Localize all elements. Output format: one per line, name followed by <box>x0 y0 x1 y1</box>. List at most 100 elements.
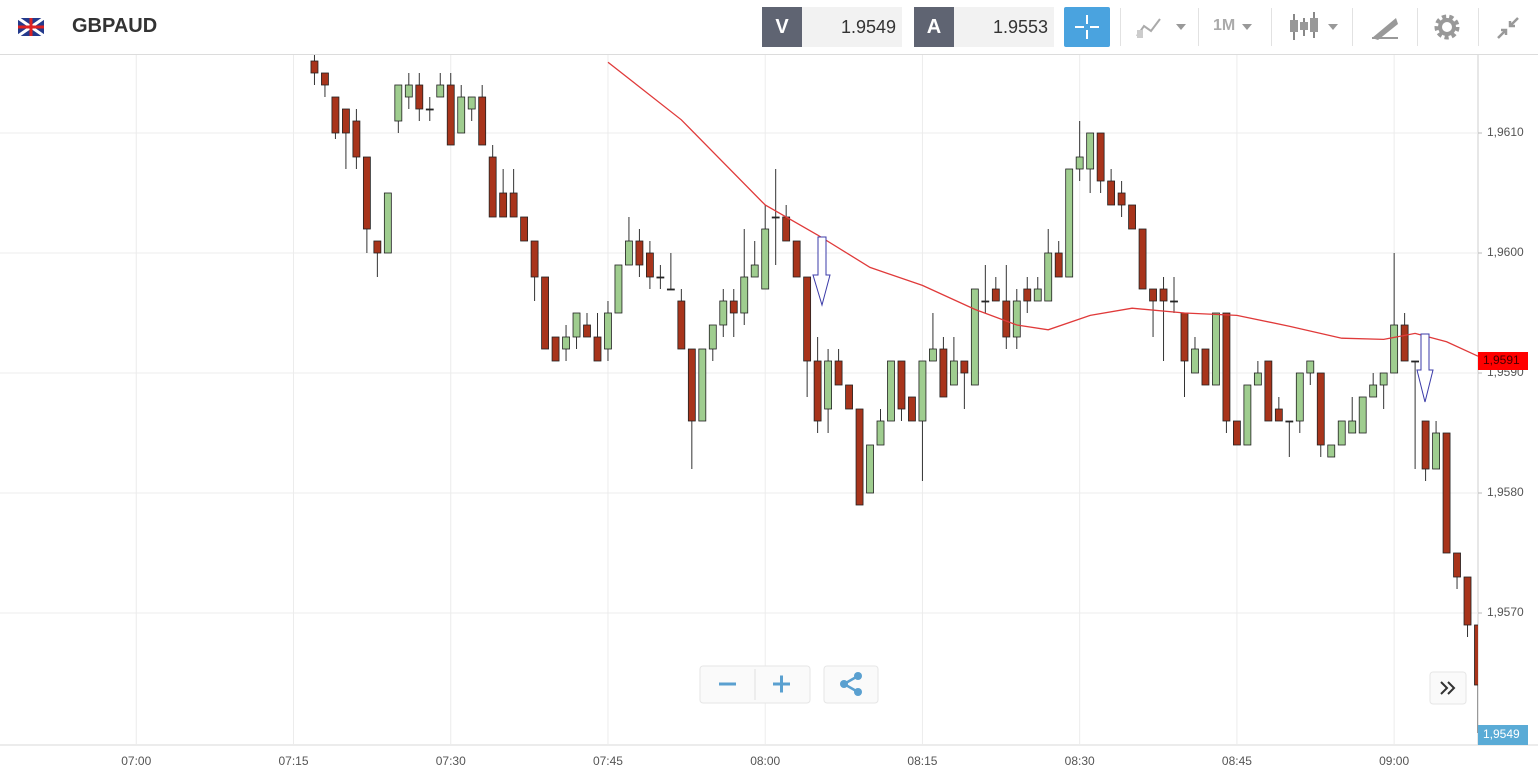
candle-body <box>1442 432 1451 554</box>
caret <box>1242 24 1252 30</box>
share-icon <box>854 672 862 680</box>
candle-body <box>1316 372 1325 446</box>
sell-arrow <box>1416 333 1434 403</box>
ask-label[interactable]: A <box>914 7 954 47</box>
candle-body <box>1253 372 1262 386</box>
flag-icon <box>17 16 45 38</box>
share-box <box>823 665 879 704</box>
icon <box>1497 17 1519 39</box>
candle-body <box>960 360 969 374</box>
ma-value-tag <box>1478 352 1528 370</box>
icon <box>1434 14 1460 40</box>
x-tick-label: 09:00 <box>1379 754 1409 768</box>
candle-body <box>509 192 518 218</box>
candle-body <box>855 408 864 506</box>
candle-body <box>887 360 895 422</box>
share-button[interactable] <box>823 665 879 704</box>
candle-body <box>488 156 497 218</box>
crosshair-icon <box>1075 15 1099 39</box>
candle-body <box>1180 312 1189 362</box>
toolbar: GBPAUD V 1.9549 A 1.9553 1M <box>0 0 1538 55</box>
candle-body <box>708 324 717 350</box>
candle-body <box>1023 288 1032 302</box>
zoom-controls[interactable] <box>699 665 811 704</box>
candle-body <box>604 312 612 350</box>
candle-body <box>698 348 707 422</box>
candle-body <box>813 360 822 422</box>
separator <box>1417 8 1418 46</box>
price-tag <box>1478 725 1528 745</box>
settings-button[interactable] <box>1432 12 1462 42</box>
candle-body <box>1327 444 1336 458</box>
collapse-button[interactable] <box>1494 14 1524 42</box>
candle-body <box>478 96 487 146</box>
candle-body <box>1348 420 1357 434</box>
separator <box>1271 8 1272 46</box>
candle-body <box>1149 288 1157 302</box>
price-label: 1,9549 <box>1483 727 1520 741</box>
candle-body <box>362 156 371 230</box>
candle-body <box>750 264 759 278</box>
symbol: GBPAUD <box>72 15 158 37</box>
candle-body <box>551 336 560 362</box>
candle-body <box>415 84 424 110</box>
bid-label[interactable]: V <box>762 7 802 47</box>
candle-body <box>1243 384 1252 446</box>
x-tick-label: 07:45 <box>593 754 623 768</box>
candle-body <box>394 84 403 122</box>
candle-body <box>1453 552 1461 578</box>
candle-body <box>1138 228 1147 290</box>
ma-value-label: 1,9591 <box>1483 353 1520 367</box>
x-tick-label: 08:00 <box>750 754 780 768</box>
timeframe[interactable]: 1M <box>1213 17 1236 34</box>
candle-body <box>1075 156 1084 170</box>
candle-body <box>803 276 812 362</box>
y-tick-label: 1,9580 <box>1487 485 1524 499</box>
candle-body <box>929 348 937 362</box>
candle-body <box>1054 252 1063 278</box>
candle-body <box>1128 204 1136 230</box>
x-tick-label: 07:00 <box>121 754 151 768</box>
candle-body <box>446 84 455 146</box>
candle-body <box>457 96 466 134</box>
candle-body <box>677 300 686 350</box>
candle-body <box>1285 420 1294 423</box>
candle-body <box>1233 420 1241 446</box>
candle-body <box>845 384 853 410</box>
candle-body <box>1421 420 1430 470</box>
candle-body <box>834 360 843 386</box>
candle-body <box>625 240 633 266</box>
timeframe-caret[interactable] <box>1240 12 1260 42</box>
bid-price[interactable]: 1.9549 <box>802 7 902 47</box>
scroll-end-button[interactable] <box>1429 671 1467 705</box>
candle-body <box>520 216 529 242</box>
y-tick-label: 1,9610 <box>1487 125 1524 139</box>
separator <box>1352 8 1353 46</box>
candle-body <box>876 420 885 446</box>
crosshair-button[interactable] <box>1064 7 1110 47</box>
candle-style-button[interactable] <box>1286 10 1346 44</box>
y-tick-label: 1,9570 <box>1487 605 1524 619</box>
candle-body <box>436 84 445 98</box>
ask-price[interactable]: 1.9553 <box>954 7 1054 47</box>
candle-body <box>1463 576 1472 626</box>
candle-body <box>593 336 602 362</box>
drawing-button[interactable] <box>1368 12 1402 42</box>
chart-type-button[interactable] <box>1134 12 1194 42</box>
candle-body <box>908 396 916 422</box>
candle-body <box>1400 324 1409 362</box>
candle-body <box>583 324 591 338</box>
candle-body <box>939 348 948 398</box>
icon <box>1438 18 1456 36</box>
candle-body <box>687 348 696 422</box>
candle-body <box>352 120 361 158</box>
candle-body <box>1044 252 1053 302</box>
candle-body <box>342 108 350 134</box>
candle-body <box>1358 396 1367 434</box>
candle-body <box>499 192 508 218</box>
moving-average-line <box>607 61 1478 357</box>
candle-body <box>1107 180 1116 206</box>
candle-body <box>949 360 958 386</box>
